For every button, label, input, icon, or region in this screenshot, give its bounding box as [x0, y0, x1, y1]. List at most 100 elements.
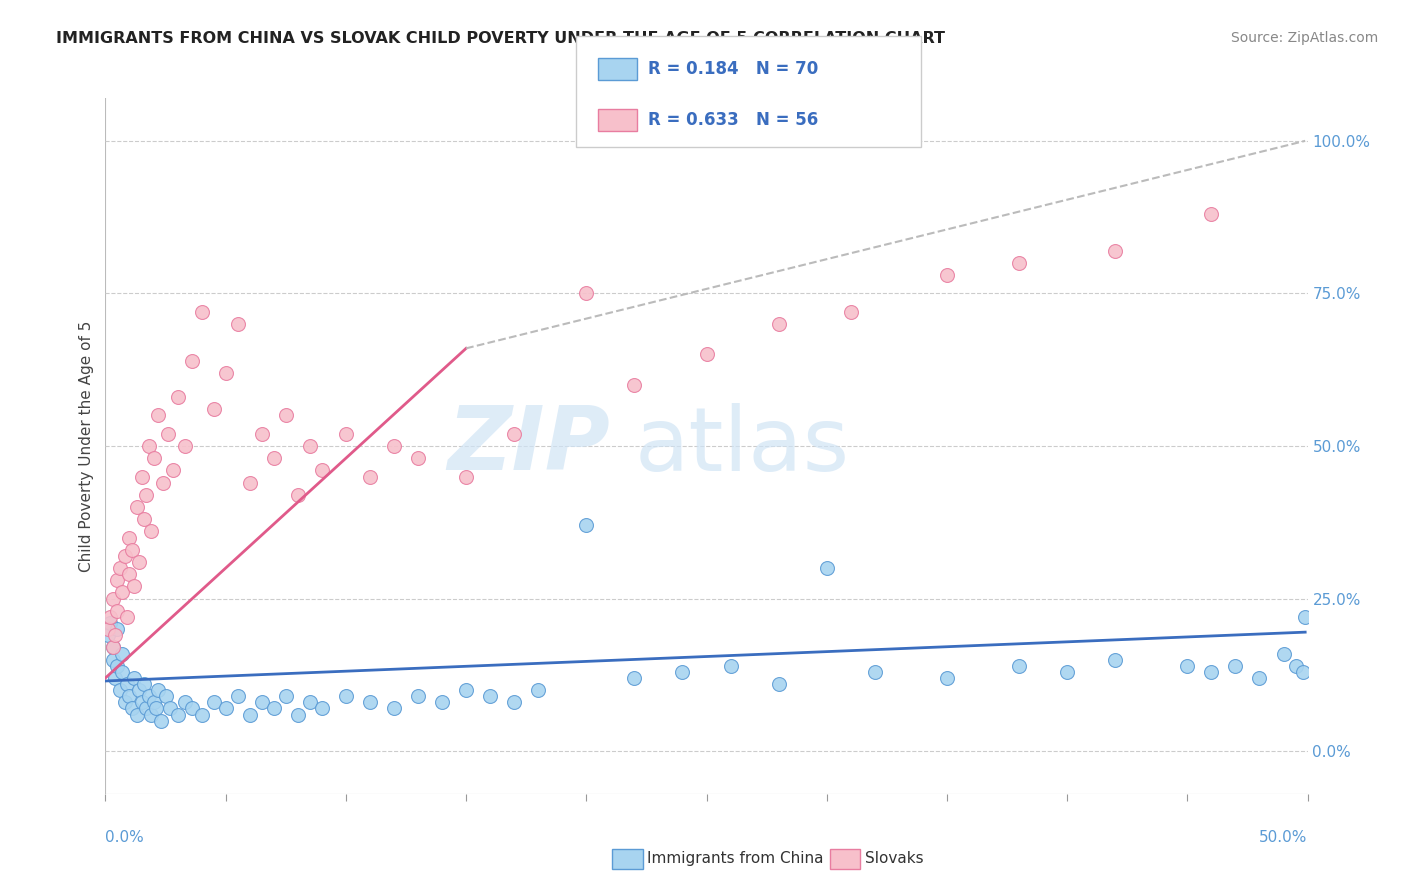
Point	[274, 690, 297, 704]
Point	[190, 304, 212, 318]
Point	[111, 647, 134, 661]
Point	[335, 426, 357, 441]
Point	[287, 488, 309, 502]
Point	[202, 695, 225, 709]
Point	[335, 690, 357, 704]
Text: 0.0%: 0.0%	[105, 830, 145, 846]
Point	[125, 707, 148, 722]
Point	[839, 304, 862, 318]
Point	[382, 439, 405, 453]
Point	[454, 683, 477, 698]
Point	[406, 690, 429, 704]
Point	[139, 524, 162, 539]
Point	[239, 707, 262, 722]
Point	[250, 426, 273, 441]
Point	[166, 390, 188, 404]
Point	[720, 658, 742, 673]
Point	[101, 640, 124, 655]
Point	[162, 463, 184, 477]
Point	[132, 512, 155, 526]
Point	[1056, 665, 1078, 679]
Text: atlas: atlas	[634, 402, 849, 490]
Point	[1104, 244, 1126, 258]
Point	[298, 439, 321, 453]
Point	[114, 695, 136, 709]
Point	[226, 317, 249, 331]
Point	[936, 268, 959, 282]
Point	[503, 695, 526, 709]
Point	[1175, 658, 1198, 673]
Point	[1104, 652, 1126, 666]
Point	[190, 707, 212, 722]
Point	[181, 701, 204, 715]
Point	[575, 518, 598, 533]
Point	[128, 555, 150, 569]
Text: R = 0.184   N = 70: R = 0.184 N = 70	[648, 60, 818, 78]
Point	[263, 451, 285, 466]
Point	[173, 695, 195, 709]
Point	[696, 347, 718, 361]
Point	[107, 658, 129, 673]
Point	[149, 714, 172, 728]
Point	[148, 683, 170, 698]
Point	[104, 628, 127, 642]
Point	[121, 542, 143, 557]
Point	[181, 353, 204, 368]
Point	[152, 475, 174, 490]
Point	[135, 701, 157, 715]
Point	[97, 622, 120, 636]
Point	[156, 426, 179, 441]
Point	[1008, 256, 1031, 270]
Point	[142, 451, 165, 466]
Point	[454, 469, 477, 483]
Text: 50.0%: 50.0%	[1260, 830, 1308, 846]
Point	[671, 665, 693, 679]
Point	[1284, 658, 1306, 673]
Point	[623, 671, 645, 685]
Point	[101, 652, 124, 666]
Point	[139, 707, 162, 722]
Point	[155, 690, 177, 704]
Point	[311, 701, 333, 715]
Point	[142, 695, 165, 709]
Text: IMMIGRANTS FROM CHINA VS SLOVAK CHILD POVERTY UNDER THE AGE OF 5 CORRELATION CHA: IMMIGRANTS FROM CHINA VS SLOVAK CHILD PO…	[56, 31, 945, 46]
Point	[214, 366, 236, 380]
Point	[118, 690, 141, 704]
Point	[173, 439, 195, 453]
Point	[115, 677, 138, 691]
Point	[98, 610, 121, 624]
Point	[138, 439, 160, 453]
Point	[98, 615, 121, 630]
Point	[298, 695, 321, 709]
Point	[1292, 665, 1315, 679]
Point	[406, 451, 429, 466]
Point	[527, 683, 550, 698]
Point	[214, 701, 236, 715]
Point	[111, 585, 134, 599]
Point	[148, 409, 170, 423]
Y-axis label: Child Poverty Under the Age of 5: Child Poverty Under the Age of 5	[79, 320, 94, 572]
Point	[115, 610, 138, 624]
Point	[128, 683, 150, 698]
Point	[131, 695, 153, 709]
Point	[287, 707, 309, 722]
Point	[1272, 647, 1295, 661]
Point	[1225, 658, 1247, 673]
Point	[311, 463, 333, 477]
Point	[107, 622, 129, 636]
Point	[226, 690, 249, 704]
Point	[239, 475, 262, 490]
Point	[575, 286, 598, 301]
Point	[1201, 207, 1223, 221]
Point	[125, 500, 148, 514]
Point	[108, 683, 131, 698]
Point	[202, 402, 225, 417]
Point	[107, 604, 129, 618]
Point	[479, 690, 502, 704]
Point	[104, 671, 127, 685]
Point	[1008, 658, 1031, 673]
Point	[863, 665, 886, 679]
Point	[503, 426, 526, 441]
Point	[274, 409, 297, 423]
Point	[1249, 671, 1271, 685]
